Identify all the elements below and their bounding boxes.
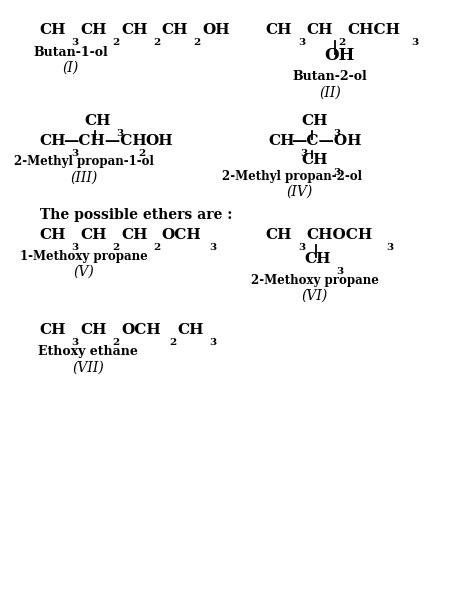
Text: CH: CH	[40, 228, 66, 242]
Text: 3: 3	[210, 243, 217, 252]
Text: Ethoxy ethane: Ethoxy ethane	[38, 346, 138, 359]
Text: OCH: OCH	[121, 323, 161, 337]
Text: 2: 2	[138, 149, 146, 158]
Text: (V): (V)	[73, 265, 94, 279]
Text: 2: 2	[153, 38, 160, 47]
Text: CH: CH	[306, 23, 333, 37]
Text: 3: 3	[300, 149, 307, 158]
Text: 2: 2	[112, 38, 119, 47]
Text: The possible ethers are :: The possible ethers are :	[40, 208, 232, 222]
Text: (I): (I)	[63, 61, 79, 75]
Text: 3: 3	[386, 243, 393, 252]
Text: 2: 2	[112, 243, 119, 252]
Text: 2: 2	[338, 38, 346, 47]
Text: OH: OH	[145, 134, 173, 148]
Text: (VI): (VI)	[301, 289, 328, 303]
Text: CH: CH	[162, 23, 188, 37]
Text: 3: 3	[298, 38, 305, 47]
Text: CH: CH	[121, 228, 147, 242]
Text: CH: CH	[84, 114, 110, 128]
Text: OH: OH	[202, 23, 230, 37]
Text: 3: 3	[72, 338, 79, 347]
Text: CH: CH	[80, 323, 107, 337]
Text: Butan-1-ol: Butan-1-ol	[33, 45, 108, 59]
Text: (II): (II)	[319, 85, 341, 99]
Text: CH: CH	[301, 114, 328, 128]
Text: OCH: OCH	[162, 228, 201, 242]
Text: 2: 2	[153, 243, 160, 252]
Text: 3: 3	[333, 129, 340, 138]
Text: CHOCH: CHOCH	[306, 228, 373, 242]
Text: 3: 3	[337, 267, 344, 276]
Text: 3: 3	[116, 129, 123, 138]
Text: 2-Methyl propan-2-ol: 2-Methyl propan-2-ol	[222, 170, 363, 183]
Text: 3: 3	[333, 168, 340, 177]
Text: CHCH: CHCH	[347, 23, 400, 37]
Text: CH: CH	[40, 323, 66, 337]
Text: —CH—CH: —CH—CH	[63, 134, 147, 148]
Text: 2-Methyl propan-1-ol: 2-Methyl propan-1-ol	[14, 155, 154, 168]
Text: Butan-2-ol: Butan-2-ol	[293, 71, 367, 84]
Text: 2-Methoxy propane: 2-Methoxy propane	[251, 274, 379, 287]
Text: CH: CH	[268, 134, 294, 148]
Text: 3: 3	[72, 149, 79, 158]
Text: (III): (III)	[70, 171, 98, 185]
Text: 3: 3	[298, 243, 305, 252]
Text: CH: CH	[121, 23, 147, 37]
Text: CH: CH	[301, 153, 328, 167]
Text: 3: 3	[72, 38, 79, 47]
Text: 2: 2	[112, 338, 119, 347]
Text: 2: 2	[169, 338, 176, 347]
Text: CH: CH	[40, 134, 66, 148]
Text: CH: CH	[304, 252, 331, 266]
Text: 2: 2	[194, 38, 201, 47]
Text: CH: CH	[80, 228, 107, 242]
Text: 3: 3	[210, 338, 217, 347]
Text: (VII): (VII)	[73, 361, 104, 375]
Text: CH: CH	[80, 23, 107, 37]
Text: OH: OH	[324, 47, 355, 64]
Text: CH: CH	[178, 323, 204, 337]
Text: (IV): (IV)	[286, 185, 312, 198]
Text: 3: 3	[72, 243, 79, 252]
Text: CH: CH	[266, 23, 292, 37]
Text: 3: 3	[411, 38, 418, 47]
Text: CH: CH	[266, 228, 292, 242]
Text: 1-Methoxy propane: 1-Methoxy propane	[20, 250, 148, 263]
Text: CH: CH	[40, 23, 66, 37]
Text: —C—OH: —C—OH	[291, 134, 362, 148]
